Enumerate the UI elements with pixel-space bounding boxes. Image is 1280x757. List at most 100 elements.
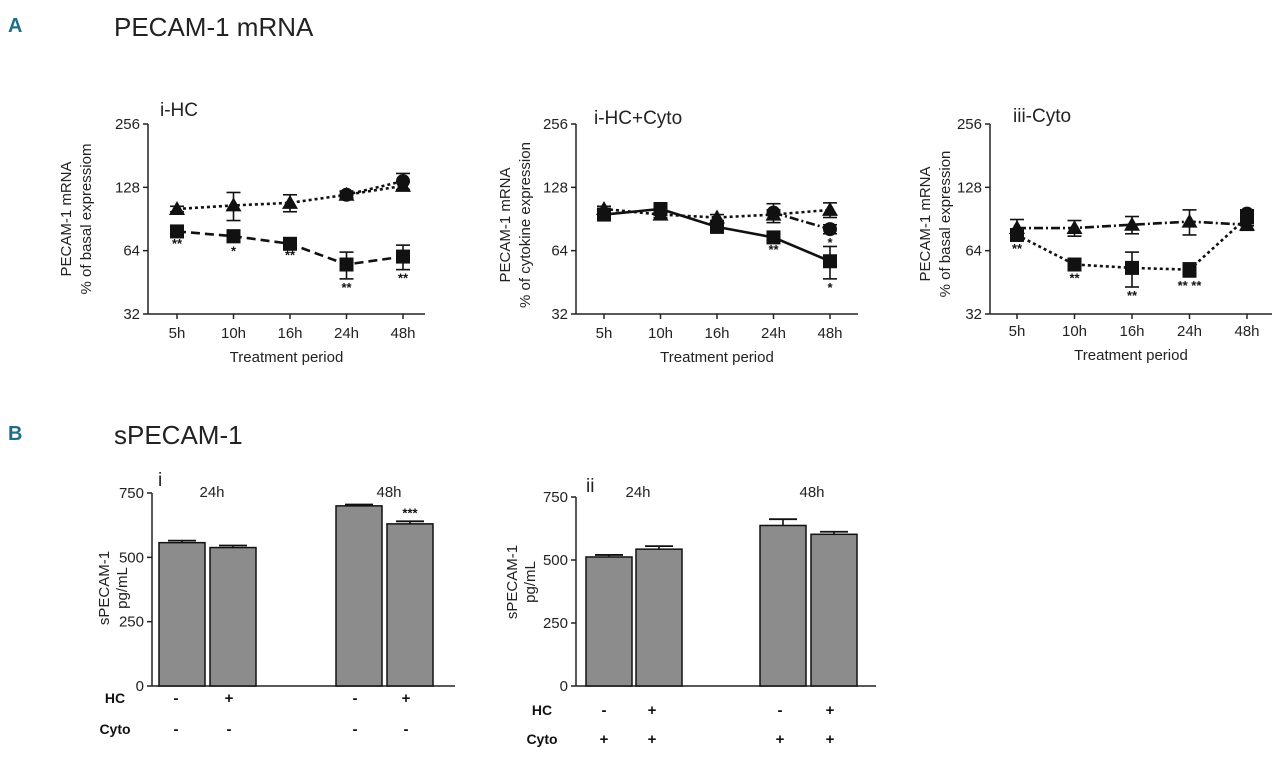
x-tick-label: 5h <box>169 325 186 342</box>
chart-title: ii <box>586 476 594 497</box>
bar <box>585 556 633 687</box>
y-axis-label: % of basal expressiom <box>78 144 95 295</box>
marker-circle <box>766 205 781 220</box>
marker-square <box>396 249 410 264</box>
condition-value: - <box>778 702 783 719</box>
condition-label-cyto: Cyto <box>99 721 130 737</box>
bar-chart-ii: ii 24h 48h 0 250 500 750 sPECAM-1 pg/mL HC - + - + Cyt… <box>504 476 876 748</box>
y-axis-label: PECAM-1 mRNA <box>497 167 514 282</box>
significance-label: ** <box>172 236 183 251</box>
x-tick-label: 5h <box>1009 323 1026 340</box>
panel-a-letter: A <box>8 15 22 37</box>
marker-square <box>823 254 837 269</box>
significance-label: *** <box>402 505 418 520</box>
y-tick-label: 256 <box>543 116 568 133</box>
condition-value: + <box>225 690 234 707</box>
x-tick-label: 24h <box>334 325 359 342</box>
y-tick-label: 32 <box>965 306 982 323</box>
marker-square <box>710 219 724 234</box>
condition-value: - <box>174 721 179 738</box>
significance-label: ** ** <box>1178 278 1203 293</box>
significance-label: ** <box>1012 241 1023 256</box>
marker-square <box>1182 262 1197 277</box>
condition-value: + <box>600 731 609 748</box>
series-line-circle <box>346 179 404 197</box>
y-tick-label: 250 <box>119 614 144 631</box>
bar <box>759 524 807 687</box>
x-tick-label: 16h <box>704 325 729 342</box>
y-tick-label: 256 <box>115 116 140 133</box>
y-tick-label: 250 <box>543 615 568 632</box>
significance-label: ** <box>1127 288 1138 303</box>
y-axis-label: PECAM-1 mRNA <box>917 166 934 281</box>
marker-circle <box>339 187 354 202</box>
marker-circle <box>396 174 410 189</box>
y-tick-label: 64 <box>551 243 568 260</box>
condition-value: - <box>404 721 409 738</box>
bar-chart-i: i 24h 48h 0 250 500 750 sPECAM-1 pg/mL *** HC - + - + C… <box>96 470 455 738</box>
chart-title: i-HC+Cyto <box>594 108 682 129</box>
y-axis-label: sPECAM-1 <box>96 551 113 625</box>
condition-value: + <box>826 702 835 719</box>
x-tick-label: 48h <box>390 325 415 342</box>
y-tick-label: 0 <box>560 678 568 695</box>
significance-label: ** <box>341 280 352 295</box>
bar <box>335 505 383 687</box>
significance-label: * <box>827 280 833 295</box>
bar <box>158 541 206 687</box>
condition-value: + <box>776 731 785 748</box>
chart-title: iii-Cyto <box>1013 106 1071 127</box>
condition-label-hc: HC <box>532 702 552 718</box>
condition-value: - <box>227 721 232 738</box>
significance-label: ** <box>1069 271 1080 286</box>
condition-value: + <box>402 690 411 707</box>
condition-value: - <box>602 702 607 719</box>
condition-value: - <box>174 690 179 707</box>
y-tick-label: 128 <box>957 179 982 196</box>
bar <box>209 546 257 687</box>
series-line-triangle <box>603 207 831 219</box>
marker-square <box>1067 257 1082 272</box>
significance-label: * <box>231 243 237 258</box>
marker-square <box>283 236 297 251</box>
condition-value: + <box>648 702 657 719</box>
line-chart-i-hc-cyto: i-HC+Cyto 32 64 128 256 5h 10h 16h 24h 48h Treatme… <box>497 108 858 366</box>
marker-circle <box>823 222 837 237</box>
marker-square <box>339 257 354 272</box>
y-axis-label: sPECAM-1 <box>504 545 521 619</box>
y-tick-label: 128 <box>543 179 568 196</box>
chart-title: i-HC <box>160 100 198 121</box>
x-axis-label: Treatment period <box>230 349 344 366</box>
line-chart-i-hc: i-HC 32 64 128 256 5h 10h 16h 24h 48h Treatment pe… <box>58 100 425 366</box>
y-tick-label: 500 <box>119 549 144 566</box>
y-axis-label: pg/mL <box>522 561 539 603</box>
condition-value: - <box>353 690 358 707</box>
x-tick-label: 10h <box>1062 323 1087 340</box>
y-tick-label: 750 <box>543 489 568 506</box>
marker-square <box>597 207 611 222</box>
x-tick-label: 48h <box>817 325 842 342</box>
condition-label-hc: HC <box>105 690 125 706</box>
x-tick-label: 48h <box>1234 323 1259 340</box>
panel-a-title: PECAM-1 mRNA <box>114 12 314 42</box>
condition-value: - <box>353 721 358 738</box>
marker-square <box>1010 227 1024 242</box>
y-axis-label: % of cytokine expression <box>517 142 534 308</box>
y-tick-label: 0 <box>136 678 144 695</box>
marker-triangle <box>169 200 185 215</box>
marker-square <box>170 224 184 239</box>
chart-title: i <box>158 470 162 491</box>
significance-label: ** <box>398 271 409 286</box>
y-tick-label: 64 <box>123 243 140 260</box>
y-tick-label: 256 <box>957 116 982 133</box>
x-tick-label: 24h <box>1177 323 1202 340</box>
marker-square <box>1240 210 1254 225</box>
group-label: 48h <box>376 484 401 501</box>
bar <box>386 523 434 687</box>
marker-square <box>766 230 781 245</box>
y-tick-label: 64 <box>965 243 982 260</box>
group-label: 24h <box>625 484 650 501</box>
marker-triangle <box>225 197 242 212</box>
y-tick-label: 500 <box>543 552 568 569</box>
